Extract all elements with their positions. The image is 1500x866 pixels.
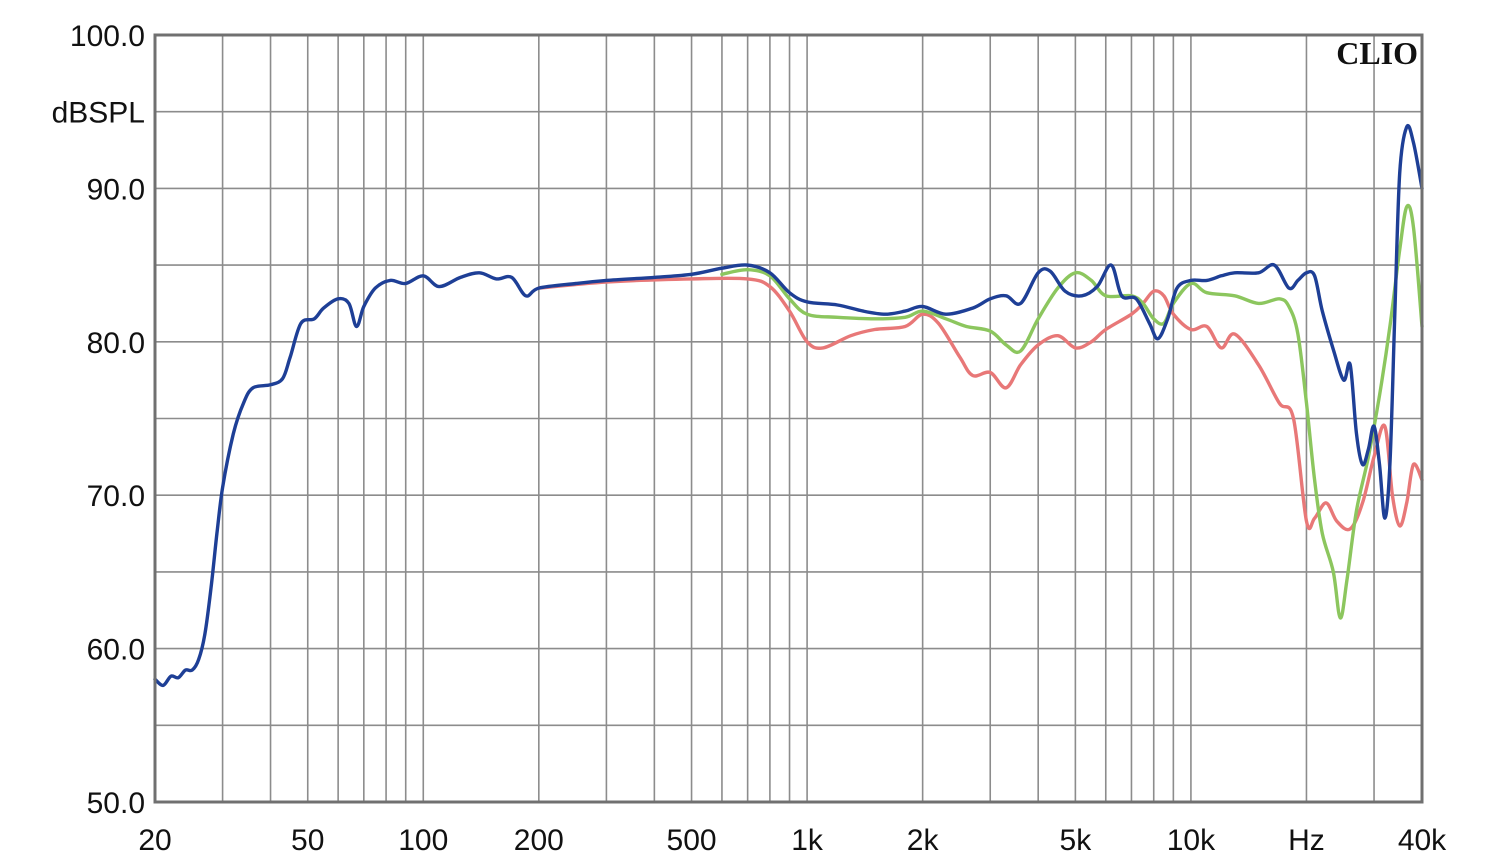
x-tick-label: Hz	[1288, 824, 1325, 857]
y-tick-label: 70.0	[87, 480, 145, 513]
x-tick-label: 20	[138, 824, 171, 857]
x-tick-label: 50	[291, 824, 324, 857]
series-line-blue	[153, 124, 1424, 688]
series-line-red	[537, 276, 1424, 532]
y-tick-label: 80.0	[87, 327, 145, 360]
y-tick-label: 50.0	[87, 787, 145, 820]
x-tick-label: 10k	[1167, 824, 1216, 857]
plot-frame	[153, 33, 1424, 804]
x-tick-label: 200	[514, 824, 564, 857]
y-axis-label: dBSPL	[52, 97, 145, 130]
y-tick-labels: 100.0 90.0 80.0 70.0 60.0 50.0	[70, 20, 145, 820]
grid-lines	[154, 34, 1423, 803]
x-tick-labels: 20 50 100 200 500 1k 2k 5k 10k Hz 40k	[138, 824, 1447, 857]
x-tick-label: 2k	[907, 824, 940, 857]
series-line-green	[720, 203, 1424, 620]
x-tick-label: 5k	[1060, 824, 1093, 857]
clio-brand-label: CLIO	[1336, 35, 1418, 71]
y-tick-label: 90.0	[87, 173, 145, 206]
x-tick-label: 40k	[1398, 824, 1447, 857]
x-tick-label: 100	[398, 824, 448, 857]
x-tick-label: 1k	[791, 824, 824, 857]
y-tick-label: 60.0	[87, 634, 145, 667]
y-tick-label: 100.0	[70, 20, 145, 53]
series-group	[153, 124, 1424, 688]
x-tick-label: 500	[667, 824, 717, 857]
